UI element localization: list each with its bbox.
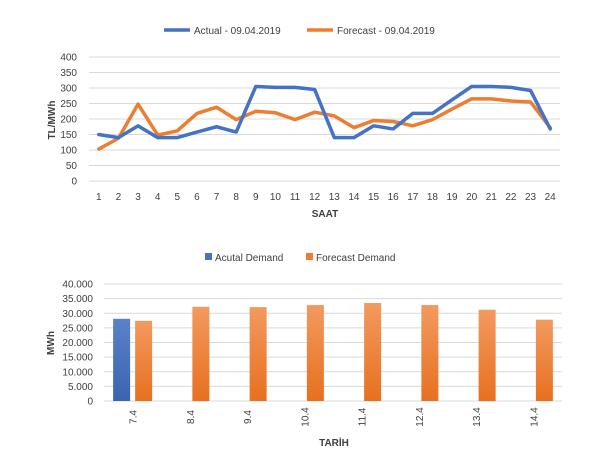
bar-forecast-demand <box>478 309 496 401</box>
x-tick-label: 17 <box>407 192 419 203</box>
y-tick-label: 25.000 <box>62 323 93 334</box>
x-tick-label: 12 <box>309 192 321 203</box>
y-tick-labels: 0 50 100 150 200 250 300 350 400 <box>60 53 77 188</box>
y-tick-label: 350 <box>60 68 77 79</box>
x-tick-label: 20 <box>466 192 478 203</box>
legend-label-forecast: Forecast - 09.04.2019 <box>337 26 435 37</box>
x-tick-label: 22 <box>505 192 517 203</box>
series-lines <box>97 84 552 151</box>
x-tick-label: 9 <box>253 192 259 203</box>
x-tick-label: 19 <box>447 192 459 203</box>
x-tick-label: 15 <box>368 192 380 203</box>
daily-demand-bar-chart: Acutal Demand Forecast Demand 0 5.000 10.0… <box>46 253 562 449</box>
legend-swatch-forecast-demand <box>306 253 313 260</box>
y-axis-title: MWh <box>46 331 57 355</box>
x-tick-label: 16 <box>388 192 400 203</box>
y-tick-label: 200 <box>60 115 77 126</box>
x-tick-label: 13.4 <box>472 407 483 427</box>
y-tick-label: 5.000 <box>68 382 93 393</box>
y-tick-label: 10.000 <box>62 367 93 378</box>
x-tick-label: 2 <box>116 192 122 203</box>
x-tick-label: 21 <box>486 192 498 203</box>
y-tick-label: 400 <box>60 53 77 64</box>
y-axis-title: TL/MWh <box>47 101 58 140</box>
y-tick-label: 250 <box>60 99 77 110</box>
y-tick-label: 300 <box>60 84 77 95</box>
legend-label-actual: Actual - 09.04.2019 <box>194 26 281 37</box>
bar-forecast-demand <box>421 305 439 401</box>
x-tick-label: 12.4 <box>415 407 426 427</box>
legend: Acutal Demand Forecast Demand <box>205 253 395 264</box>
y-tick-labels: 0 5.000 10.000 15.000 20.000 25.000 30.000 35.0… <box>62 280 93 408</box>
bar-forecast-demand <box>249 307 267 401</box>
x-tick-label: 14 <box>348 192 360 203</box>
x-tick-label: 24 <box>545 192 557 203</box>
x-tick-label: 14.4 <box>529 407 540 427</box>
bar-forecast-demand <box>535 319 553 401</box>
legend-label-forecast-demand: Forecast Demand <box>316 253 395 264</box>
x-axis-title: TARİH <box>319 436 349 449</box>
y-tick-label: 15.000 <box>62 353 93 364</box>
gridlines <box>89 56 560 182</box>
x-tick-label: 1 <box>96 192 102 203</box>
hourly-price-line-chart: Actual - 09.04.2019 Forecast - 09.04.201… <box>47 26 560 220</box>
x-tick-label: 3 <box>135 192 141 203</box>
bar-forecast-demand <box>364 303 382 401</box>
legend-label-actual-demand: Acutal Demand <box>215 253 283 264</box>
x-tick-label: 4 <box>155 192 161 203</box>
x-tick-label: 11 <box>290 192 301 203</box>
x-tick-label: 9.4 <box>243 410 254 424</box>
bar-forecast-demand <box>306 305 324 401</box>
x-tick-label: 23 <box>525 192 537 203</box>
y-tick-label: 35.000 <box>62 294 93 305</box>
x-axis-title: SAAT <box>312 209 338 220</box>
y-tick-label: 150 <box>60 130 77 141</box>
x-tick-label: 8.4 <box>186 410 197 424</box>
bar-actual-demand <box>113 318 131 401</box>
bars <box>113 303 553 401</box>
bar-forecast-demand <box>135 320 153 401</box>
legend: Actual - 09.04.2019 Forecast - 09.04.201… <box>164 26 435 37</box>
y-tick-label: 40.000 <box>62 280 93 291</box>
y-tick-label: 50 <box>66 161 78 172</box>
y-tick-label: 30.000 <box>62 309 93 320</box>
y-tick-label: 0 <box>87 397 93 408</box>
x-tick-label: 13 <box>329 192 341 203</box>
x-tick-label: 18 <box>427 192 439 203</box>
x-tick-label: 5 <box>175 192 181 203</box>
x-tick-labels: 7.4 8.4 9.4 10.4 11.4 12.4 13.4 14.4 <box>129 407 541 427</box>
x-tick-label: 10.4 <box>300 407 311 427</box>
series-line-actual <box>97 84 552 140</box>
bar-forecast-demand <box>192 306 210 401</box>
y-tick-label: 100 <box>60 146 77 157</box>
x-tick-label: 7.4 <box>129 410 140 424</box>
x-tick-label: 6 <box>194 192 200 203</box>
y-tick-label: 0 <box>71 177 77 188</box>
y-tick-label: 20.000 <box>62 338 93 349</box>
x-tick-label: 11.4 <box>358 407 369 426</box>
series-line-forecast <box>97 97 552 151</box>
x-tick-label: 7 <box>214 192 220 203</box>
x-tick-label: 10 <box>270 192 282 203</box>
x-tick-label: 8 <box>233 192 239 203</box>
legend-swatch-actual-demand <box>205 253 212 260</box>
x-tick-labels: 1 2 3 4 5 6 7 8 9 10 11 12 13 14 15 16 17 18 19 20 21 22 23 24 <box>96 192 556 203</box>
